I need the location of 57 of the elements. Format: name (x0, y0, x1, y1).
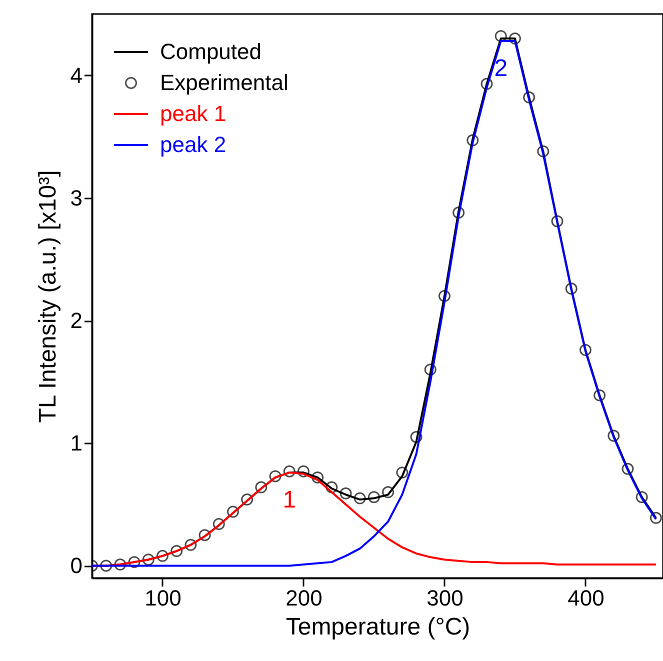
legend-label: peak 2 (160, 132, 226, 157)
x-tick-label: 400 (568, 586, 604, 610)
point (537, 145, 550, 158)
point (326, 481, 338, 494)
point (255, 481, 268, 494)
point (368, 491, 380, 504)
point (382, 486, 394, 498)
y-tick-label: 3 (70, 185, 82, 210)
y-tick-label: 4 (70, 62, 82, 88)
annotation: 1 (282, 486, 296, 514)
point (198, 529, 211, 542)
x-tick-label: 200 (286, 586, 322, 610)
point (241, 494, 254, 506)
x-tick-label: 300 (426, 586, 464, 610)
point (340, 487, 352, 500)
point (100, 560, 112, 572)
point (142, 554, 154, 566)
y-tick-label: 1 (70, 430, 82, 456)
point (466, 134, 479, 146)
legend-label: peak 1 (160, 101, 226, 126)
point (212, 518, 225, 530)
point (508, 32, 521, 45)
point (354, 492, 366, 504)
point (170, 545, 183, 558)
legend-label: Experimental (160, 70, 288, 95)
point (396, 466, 408, 479)
legend-label: Computed (160, 39, 262, 64)
point (312, 471, 324, 484)
y-axis-title: TL Intensity (a.u.) [x10³] (34, 170, 62, 423)
point (494, 30, 507, 42)
point (565, 282, 578, 295)
point (480, 78, 493, 90)
point (438, 290, 450, 302)
x-axis-title: Temperature (°C) (286, 614, 470, 640)
point (608, 430, 620, 442)
point (410, 431, 422, 443)
point (128, 556, 140, 568)
point (594, 389, 606, 402)
point (452, 206, 465, 219)
y-tick-label: 0 (70, 553, 82, 578)
point (114, 558, 126, 570)
point (650, 512, 662, 524)
annotation: 2 (494, 54, 508, 82)
point (283, 465, 296, 478)
point (226, 506, 239, 518)
point (523, 91, 536, 104)
point (636, 491, 648, 504)
point (297, 465, 310, 478)
point (156, 550, 168, 562)
point (551, 215, 564, 228)
point (269, 470, 282, 482)
point (424, 364, 436, 376)
point (622, 462, 634, 475)
y-tick-label: 2 (70, 308, 82, 334)
point (579, 344, 592, 356)
x-tick-label: 100 (144, 586, 182, 610)
point (184, 538, 197, 551)
